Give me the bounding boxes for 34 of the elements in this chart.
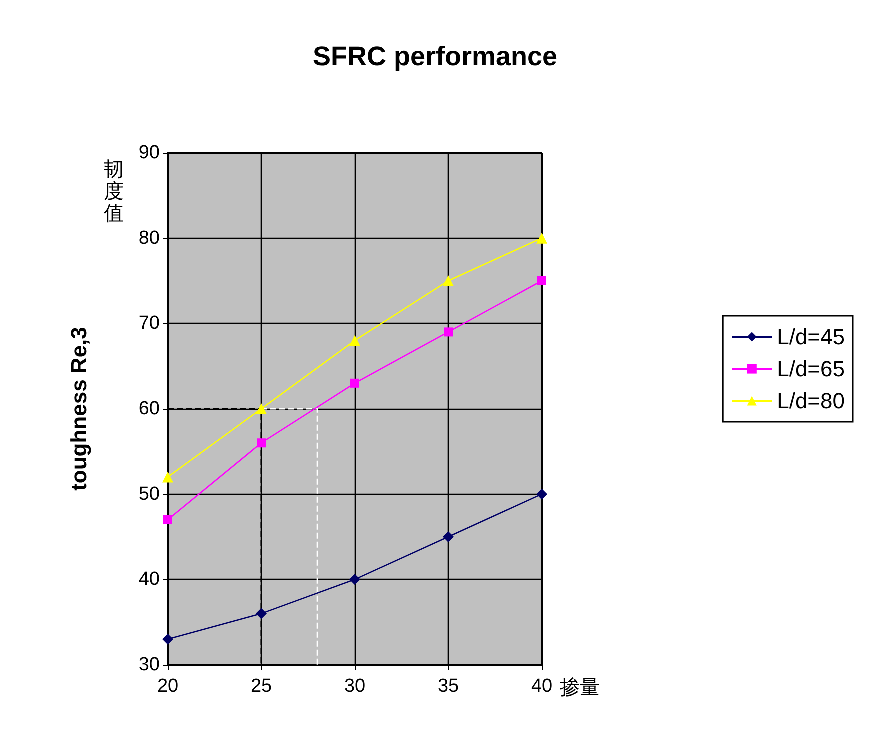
- x-tick-label: 35: [438, 676, 460, 697]
- point: [538, 276, 546, 286]
- point: [536, 488, 548, 500]
- y-tick-label: 50: [138, 484, 160, 505]
- x-tick-label: 25: [250, 676, 272, 697]
- point: [444, 328, 453, 337]
- point: [443, 276, 454, 286]
- point: [256, 404, 267, 414]
- x-tick-label: 20: [157, 676, 179, 697]
- text: 韧度值: [104, 157, 124, 225]
- y-tick-label: 30: [138, 654, 160, 676]
- y-tick-label: 80: [138, 228, 160, 249]
- point: [350, 574, 360, 586]
- point: [350, 378, 360, 388]
- y-tick-label: 90: [138, 142, 160, 164]
- point: [350, 335, 360, 346]
- chart-title: SFRC performance: [313, 42, 558, 72]
- point: [256, 608, 267, 620]
- point: [164, 515, 172, 524]
- legend-label: L/d=45: [777, 324, 846, 350]
- point: [536, 232, 548, 244]
- x-tick-label: 40: [531, 676, 553, 697]
- legend-label: L/d=80: [777, 388, 846, 414]
- y-tick-label: 60: [138, 398, 160, 420]
- point: [257, 438, 266, 448]
- legend-label: L/d=65: [777, 356, 846, 382]
- y-axis-title: toughness Re,3: [66, 327, 92, 491]
- point: [162, 472, 174, 483]
- y-tick-label: 70: [138, 313, 160, 334]
- x-axis-title: 掺量: [560, 675, 600, 699]
- x-tick-label: 30: [344, 676, 366, 697]
- point: [443, 532, 454, 542]
- y-tick-label: 40: [138, 569, 160, 590]
- point: [162, 634, 174, 645]
